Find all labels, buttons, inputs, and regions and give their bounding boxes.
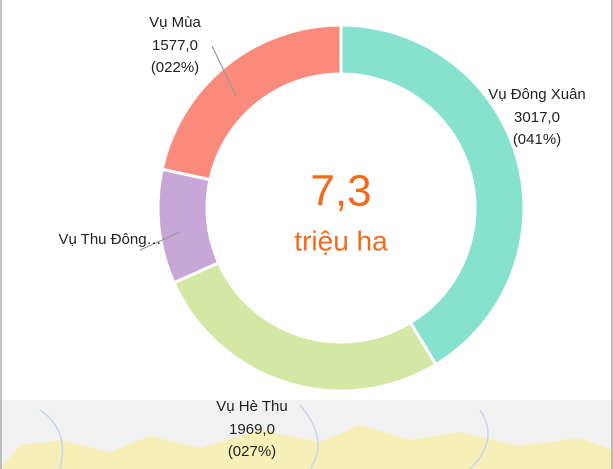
value-label: 1577,0 xyxy=(152,37,198,54)
slice-label: Vụ Mùa xyxy=(149,14,201,31)
slice-label: Vụ Hè Thu xyxy=(216,398,287,415)
value-label: 3017,0 xyxy=(514,109,560,126)
percent-label: (022%) xyxy=(151,59,199,76)
percent-label: (027%) xyxy=(228,443,276,460)
slice-label: Vụ Thu Đông… xyxy=(58,231,161,248)
percent-label: (041%) xyxy=(513,131,561,148)
chart: 7,3 triệu ha Vụ Đông Xuân 3017,0 (041%) Vụ … xyxy=(0,0,613,469)
center-unit: triệu ha xyxy=(294,225,388,256)
value-label: 1969,0 xyxy=(229,421,275,438)
center-value: 7,3 xyxy=(310,167,371,216)
map-background xyxy=(0,400,613,469)
slice-label: Vụ Đông Xuân xyxy=(488,86,586,103)
